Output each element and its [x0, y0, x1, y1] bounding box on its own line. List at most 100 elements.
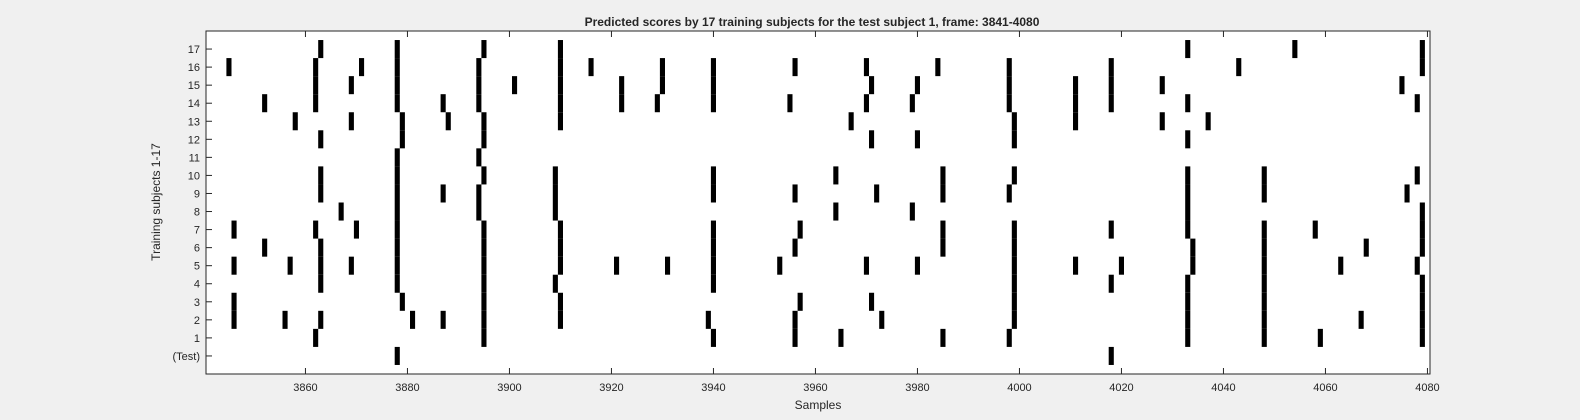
event-mark — [710, 256, 716, 275]
event-mark — [1006, 76, 1012, 95]
plot-frame — [205, 30, 1431, 375]
event-mark — [1185, 292, 1191, 311]
event-mark — [914, 76, 920, 95]
y-tick-label: 12 — [188, 134, 200, 146]
event-mark — [481, 310, 487, 329]
y-tick-label: 5 — [194, 261, 200, 273]
event-mark — [710, 58, 716, 77]
event-mark — [1261, 184, 1267, 203]
event-mark — [231, 310, 237, 329]
event-mark — [940, 238, 946, 257]
event-mark — [935, 58, 941, 77]
event-mark — [445, 112, 451, 131]
event-mark — [481, 220, 487, 239]
event-mark — [318, 184, 324, 203]
event-mark — [1159, 76, 1165, 95]
event-mark — [792, 184, 798, 203]
y-tick-label: 16 — [188, 62, 200, 74]
event-mark — [1414, 94, 1420, 113]
event-mark — [1011, 166, 1017, 185]
event-mark — [1261, 292, 1267, 311]
event-mark — [914, 256, 920, 275]
event-mark — [512, 76, 518, 95]
event-mark — [476, 58, 482, 77]
event-mark — [1312, 220, 1318, 239]
x-axis-ticks: 3860 3880 3900 3920 3940 3960 3980 4000 4020 4040… — [293, 31, 1440, 394]
event-mark — [863, 94, 869, 113]
y-tick-label: (Test) — [173, 351, 201, 363]
event-mark — [476, 76, 482, 95]
event-mark — [940, 220, 946, 239]
event-mark — [394, 256, 400, 275]
event-mark — [710, 184, 716, 203]
event-mark — [394, 166, 400, 185]
event-mark — [1419, 238, 1425, 257]
event-mark — [1073, 112, 1079, 131]
event-mark — [914, 130, 920, 149]
event-mark — [909, 94, 915, 113]
event-mark — [1261, 238, 1267, 257]
event-mark — [313, 328, 319, 347]
event-mark — [1108, 346, 1114, 365]
event-mark — [1261, 328, 1267, 347]
event-mark — [481, 328, 487, 347]
event-mark — [1006, 58, 1012, 77]
event-mark — [552, 274, 558, 293]
event-mark — [262, 94, 268, 113]
event-mark — [557, 94, 563, 113]
event-mark — [1205, 112, 1211, 131]
event-mark — [1261, 256, 1267, 275]
event-mark — [833, 166, 839, 185]
event-mark — [557, 220, 563, 239]
event-mark — [654, 94, 660, 113]
x-tick-label: 4060 — [1313, 382, 1337, 394]
event-mark — [1261, 166, 1267, 185]
event-mark — [552, 202, 558, 221]
event-mark — [659, 58, 665, 77]
event-mark — [1236, 58, 1242, 77]
event-mark — [665, 256, 671, 275]
event-mark — [231, 220, 237, 239]
event-mark — [792, 238, 798, 257]
event-mark — [1108, 76, 1114, 95]
event-mark — [394, 58, 400, 77]
event-mark — [557, 58, 563, 77]
event-mark — [1190, 256, 1196, 275]
event-mark — [705, 310, 711, 329]
event-mark — [710, 274, 716, 293]
event-mark — [1185, 220, 1191, 239]
event-mark — [1006, 184, 1012, 203]
event-mark — [1414, 166, 1420, 185]
event-mark — [1261, 310, 1267, 329]
event-mark — [481, 130, 487, 149]
x-tick-label: 3940 — [701, 382, 725, 394]
y-tick-label: 15 — [188, 80, 200, 92]
event-marks — [226, 40, 1425, 365]
event-mark — [1419, 274, 1425, 293]
y-tick-label: 3 — [194, 297, 200, 309]
y-tick-label: 7 — [194, 225, 200, 237]
x-tick-label: 4080 — [1415, 382, 1439, 394]
x-tick-label: 3900 — [497, 382, 521, 394]
event-mark — [1185, 166, 1191, 185]
event-mark — [353, 220, 359, 239]
event-mark — [318, 310, 324, 329]
y-tick-label: 1 — [194, 333, 200, 345]
event-mark — [394, 94, 400, 113]
event-mark — [410, 310, 416, 329]
plot-area — [206, 31, 1430, 374]
event-mark — [863, 58, 869, 77]
event-mark — [313, 94, 319, 113]
event-mark — [287, 256, 293, 275]
event-mark — [792, 328, 798, 347]
event-mark — [481, 274, 487, 293]
event-mark — [476, 148, 482, 167]
event-mark — [1419, 328, 1425, 347]
event-mark — [1185, 130, 1191, 149]
chart-title: Predicted scores by 17 training subjects… — [585, 15, 1040, 29]
event-mark — [1363, 238, 1369, 257]
event-mark — [1006, 328, 1012, 347]
event-mark — [1404, 184, 1410, 203]
